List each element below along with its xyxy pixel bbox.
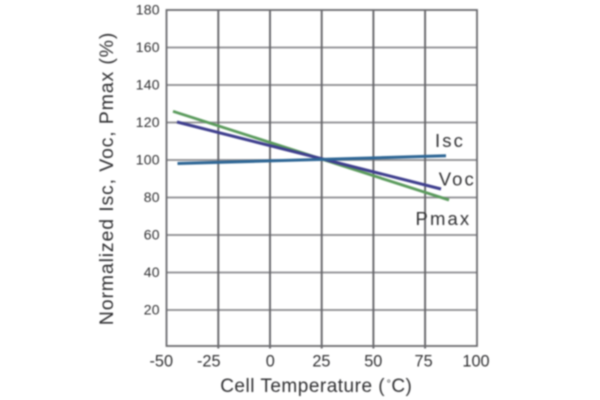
svg-text:Isc: Isc	[435, 130, 465, 151]
svg-text:25: 25	[312, 353, 330, 371]
svg-text:60: 60	[144, 226, 160, 242]
svg-text:20: 20	[144, 301, 160, 317]
svg-text:Cell Temperature (°C): Cell Temperature (°C)	[220, 376, 412, 397]
svg-text:50: 50	[364, 353, 382, 371]
svg-text:180: 180	[136, 1, 160, 17]
svg-text:80: 80	[144, 189, 160, 205]
svg-text:120: 120	[136, 114, 160, 130]
svg-text:100: 100	[462, 353, 489, 371]
svg-text:-25: -25	[197, 353, 221, 371]
svg-text:40: 40	[144, 264, 160, 280]
svg-text:-50: -50	[150, 353, 174, 371]
svg-text:Pmax: Pmax	[416, 208, 472, 229]
svg-text:140: 140	[136, 76, 160, 92]
svg-text:75: 75	[415, 353, 433, 371]
svg-text:160: 160	[136, 39, 160, 55]
svg-text:Normalized Isc, Voc, Pmax (%): Normalized Isc, Voc, Pmax (%)	[96, 32, 118, 325]
svg-text:0: 0	[266, 353, 275, 371]
svg-text:100: 100	[136, 151, 160, 167]
svg-text:Voc: Voc	[439, 169, 476, 190]
